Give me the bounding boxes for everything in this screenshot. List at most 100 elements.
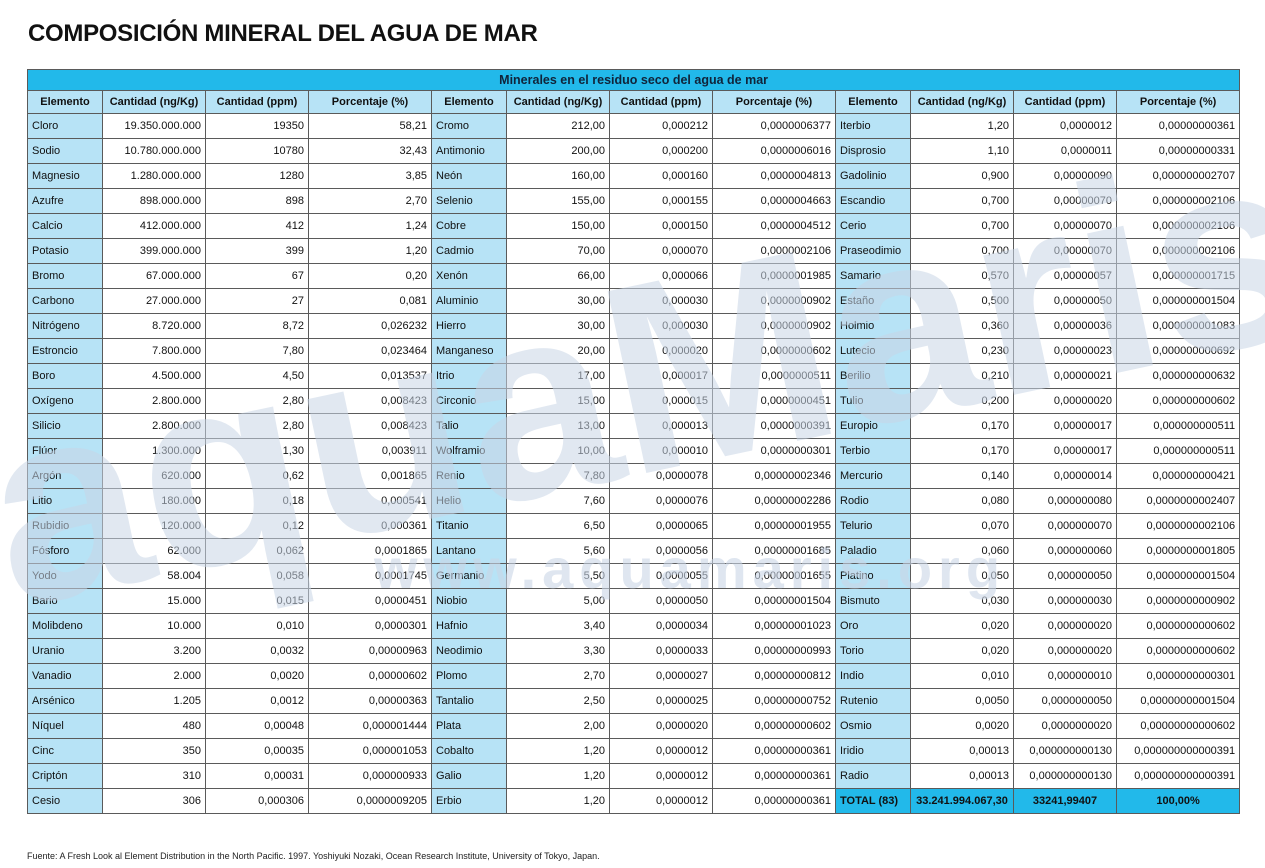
element-name-cell: Platino: [835, 563, 911, 589]
element-name-cell: Titanio: [431, 513, 507, 539]
value-cell: 0,500: [910, 288, 1014, 314]
element-name-cell: Talio: [431, 413, 507, 439]
value-cell: 0,008423: [308, 413, 432, 439]
value-cell: 0,00000090: [1013, 163, 1117, 189]
column-header: Porcentaje (%): [712, 90, 836, 114]
value-cell: 2,80: [205, 388, 309, 414]
value-cell: 0,000030: [609, 288, 713, 314]
value-cell: 70,00: [506, 238, 610, 264]
value-cell: 7,60: [506, 488, 610, 514]
value-cell: 5,00: [506, 588, 610, 614]
value-cell: 0,00000000752: [712, 688, 836, 714]
value-cell: 0,0000000602: [712, 338, 836, 364]
value-cell: 0,00000000361: [712, 763, 836, 789]
value-cell: 2,80: [205, 413, 309, 439]
element-name-cell: Carbono: [27, 288, 103, 314]
value-cell: 4.500.000: [102, 363, 206, 389]
value-cell: 30,00: [506, 313, 610, 339]
value-cell: 0,000070: [609, 238, 713, 264]
value-cell: 10.000: [102, 613, 206, 639]
element-name-cell: Iridio: [835, 738, 911, 764]
value-cell: 0,360: [910, 313, 1014, 339]
element-name-cell: Estroncio: [27, 338, 103, 364]
value-cell: 0,058: [205, 563, 309, 589]
value-cell: 0,000000000000391: [1115, 738, 1241, 764]
element-name-cell: Yodo: [27, 563, 103, 589]
element-name-cell: Silicio: [27, 413, 103, 439]
value-cell: 0,000000050: [1013, 563, 1117, 589]
value-cell: 0,000000002707: [1115, 163, 1241, 189]
source-footnote: Fuente: A Fresh Look al Element Distribu…: [27, 851, 600, 861]
element-name-cell: Cerio: [835, 213, 911, 239]
value-cell: 399.000.000: [102, 238, 206, 264]
value-cell: 0,0000009205: [308, 788, 432, 814]
value-cell: 2,70: [506, 663, 610, 689]
column-header: Cantidad (ppm): [1013, 90, 1117, 114]
value-cell: 0,080: [910, 488, 1014, 514]
element-name-cell: Torio: [835, 638, 911, 664]
value-cell: 0,026232: [308, 313, 432, 339]
value-cell: 67: [205, 263, 309, 289]
table-row: Rubidio 120.000 0,12 0,000361 Titanio 6,50 0,0…: [27, 513, 1241, 539]
table-row: Litio 180.000 0,18 0,000541 Helio 7,60 0,00000…: [27, 488, 1241, 514]
value-cell: 0,00000036: [1013, 313, 1117, 339]
element-name-cell: Lantano: [431, 538, 507, 564]
value-cell: 0,000541: [308, 488, 432, 514]
value-cell: 0,000000000000391: [1115, 763, 1241, 789]
value-cell: 0,0000000451: [712, 388, 836, 414]
value-cell: 200,00: [506, 138, 610, 164]
table-caption: Minerales en el residuo seco del agua de…: [26, 69, 1241, 91]
value-cell: 0,000000000632: [1115, 363, 1241, 389]
value-cell: 0,0000078: [609, 463, 713, 489]
value-cell: 0,000000020: [1013, 638, 1117, 664]
value-cell: 0,010: [910, 663, 1014, 689]
table-row: Sodio 10.780.000.000 10780 32,43 Antimonio 20…: [27, 138, 1241, 164]
value-cell: 0,0001865: [308, 538, 432, 564]
value-cell: 0,081: [308, 288, 432, 314]
element-name-cell: Sodio: [27, 138, 103, 164]
value-cell: 0,000066: [609, 263, 713, 289]
table-row: Yodo 58.004 0,058 0,0001745 Germanio 5,50 0,00…: [27, 563, 1241, 589]
column-header: Cantidad (ppm): [609, 90, 713, 114]
element-name-cell: Hierro: [431, 313, 507, 339]
element-name-cell: Neodimio: [431, 638, 507, 664]
element-name-cell: Bismuto: [835, 588, 911, 614]
value-cell: 0,0000055: [609, 563, 713, 589]
value-cell: 0,000000000421: [1115, 463, 1241, 489]
value-cell: 0,000000001715: [1115, 263, 1241, 289]
value-cell: 0,00000001504: [712, 588, 836, 614]
value-cell: 0,00000001023: [712, 613, 836, 639]
value-cell: 0,000160: [609, 163, 713, 189]
column-header: Elemento: [431, 90, 507, 114]
element-name-cell: Indio: [835, 663, 911, 689]
value-cell: 0,0000020: [609, 713, 713, 739]
value-cell: 1.300.000: [102, 438, 206, 464]
element-name-cell: Azufre: [27, 188, 103, 214]
value-cell: 2.800.000: [102, 388, 206, 414]
element-name-cell: Radio: [835, 763, 911, 789]
element-name-cell: Bromo: [27, 263, 103, 289]
value-cell: 2.800.000: [102, 413, 206, 439]
table-row: Cinc 350 0,00035 0,000001053 Cobalto 1,20 0,00…: [27, 738, 1241, 764]
value-cell: 0,00000363: [308, 688, 432, 714]
value-cell: 0,0000012: [1013, 113, 1117, 139]
value-cell: 0,00000000602: [712, 713, 836, 739]
element-name-cell: Osmio: [835, 713, 911, 739]
value-cell: 0,0000000902: [712, 313, 836, 339]
table-row: Uranio 3.200 0,0032 0,00000963 Neodimio 3,30 0…: [27, 638, 1241, 664]
table-row: Níquel 480 0,00048 0,000001444 Plata 2,00 0,00…: [27, 713, 1241, 739]
element-name-cell: Molibdeno: [27, 613, 103, 639]
value-cell: 0,023464: [308, 338, 432, 364]
table-row: Criptón 310 0,00031 0,000000933 Galio 1,20 0,0…: [27, 763, 1241, 789]
value-cell: 100,00%: [1115, 788, 1241, 814]
element-name-cell: Estaño: [835, 288, 911, 314]
element-name-cell: Praseodimio: [835, 238, 911, 264]
value-cell: 0,0000000000602: [1115, 638, 1241, 664]
value-cell: 0,000000000511: [1115, 438, 1241, 464]
value-cell: 1280: [205, 163, 309, 189]
element-name-cell: TOTAL (83): [835, 788, 911, 814]
value-cell: 1,30: [205, 438, 309, 464]
value-cell: 62.000: [102, 538, 206, 564]
column-header: Cantidad (ppm): [205, 90, 309, 114]
value-cell: 0,00000963: [308, 638, 432, 664]
